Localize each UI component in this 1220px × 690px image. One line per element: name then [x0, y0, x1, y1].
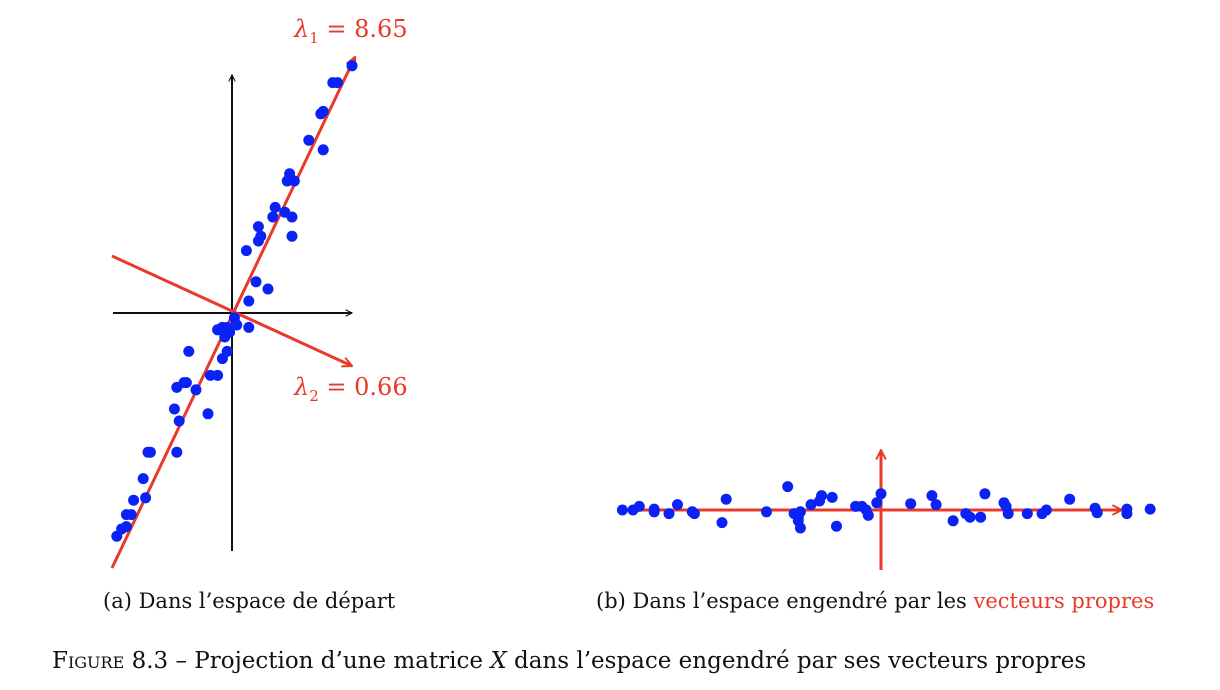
subcaption-b: (b) Dans l’espace engendré par les vecte… — [596, 589, 1155, 613]
panel-b-plot — [616, 450, 1156, 570]
data-point-b-34 — [964, 511, 976, 523]
data-point-b-21 — [826, 491, 838, 503]
data-point-b-18 — [805, 499, 817, 511]
data-point-b-27 — [871, 497, 883, 509]
data-point-b-22 — [831, 520, 842, 532]
data-point-a-12 — [168, 403, 180, 415]
data-point-a-26 — [224, 326, 236, 338]
data-point-b-32 — [947, 515, 959, 527]
data-point-b-12 — [782, 481, 794, 493]
data-point-b-48 — [1144, 503, 1156, 515]
data-point-b-43 — [1064, 493, 1076, 505]
data-point-b-6 — [672, 499, 683, 511]
data-point-b-39 — [1002, 508, 1014, 520]
scatter-points-a — [111, 60, 358, 542]
data-point-b-42 — [1040, 504, 1052, 516]
subcaption-a: (a) Dans l’espace de départ — [103, 589, 396, 613]
data-point-a-37 — [252, 221, 264, 233]
data-point-b-47 — [1121, 508, 1133, 520]
data-point-b-29 — [905, 498, 917, 510]
data-point-b-26 — [862, 509, 874, 521]
data-point-a-27 — [212, 324, 224, 336]
data-point-b-35 — [975, 511, 987, 523]
figure-caption: Figure 8.3 – Projection d’une matrice X … — [52, 648, 1087, 674]
data-point-a-41 — [286, 211, 298, 223]
data-point-a-11 — [173, 415, 185, 427]
data-point-a-16 — [190, 384, 202, 396]
data-point-a-21 — [212, 369, 224, 381]
data-point-b-30 — [926, 490, 938, 502]
panel-a-plot — [110, 57, 358, 569]
data-point-a-2 — [120, 521, 132, 533]
data-point-a-39 — [269, 201, 281, 213]
data-point-b-4 — [648, 506, 660, 518]
eigenvector-2-arrow — [111, 254, 352, 368]
data-point-b-20 — [816, 490, 828, 502]
data-point-a-36 — [255, 230, 267, 242]
data-point-b-31 — [930, 499, 942, 511]
data-point-b-0 — [616, 504, 628, 516]
data-point-a-46 — [303, 134, 315, 146]
lambda1-label: λ1 = 8.65 — [294, 15, 408, 47]
data-point-b-28 — [875, 488, 887, 500]
data-point-a-31 — [243, 295, 255, 307]
data-point-a-29 — [228, 312, 240, 324]
data-point-a-5 — [128, 494, 140, 506]
data-point-a-49 — [317, 105, 329, 117]
data-point-b-8 — [688, 508, 700, 520]
data-point-a-45 — [284, 168, 296, 180]
data-point-a-7 — [137, 473, 149, 485]
data-point-a-47 — [317, 144, 329, 156]
data-point-a-22 — [221, 345, 233, 357]
data-point-b-17 — [794, 506, 806, 518]
data-point-b-10 — [720, 493, 732, 505]
data-point-a-38 — [267, 211, 279, 223]
data-point-a-4 — [125, 509, 137, 521]
figure-label: Figure 8.3 — [52, 648, 169, 674]
data-point-a-34 — [240, 245, 252, 257]
data-point-a-19 — [202, 408, 214, 420]
scatter-points-b — [616, 481, 1156, 534]
data-point-a-42 — [286, 230, 298, 242]
data-point-b-5 — [663, 508, 675, 520]
data-point-a-15 — [180, 377, 192, 389]
data-point-a-51 — [332, 77, 344, 89]
data-point-a-32 — [250, 276, 262, 288]
subcaption-b-highlight: vecteurs propres — [973, 589, 1155, 613]
data-point-a-10 — [171, 446, 183, 458]
data-point-a-30 — [243, 321, 255, 333]
data-point-b-2 — [633, 500, 645, 512]
data-point-a-33 — [262, 283, 274, 295]
lambda2-label: λ2 = 0.66 — [294, 373, 408, 405]
data-point-a-9 — [142, 446, 154, 458]
data-point-b-16 — [794, 522, 806, 534]
data-point-b-11 — [761, 506, 772, 518]
data-point-a-52 — [346, 60, 358, 72]
data-point-b-45 — [1091, 507, 1103, 519]
data-point-b-36 — [979, 488, 991, 500]
data-point-a-17 — [183, 345, 195, 357]
data-point-b-9 — [716, 517, 728, 529]
data-point-b-40 — [1021, 508, 1033, 520]
data-point-a-6 — [140, 492, 152, 504]
